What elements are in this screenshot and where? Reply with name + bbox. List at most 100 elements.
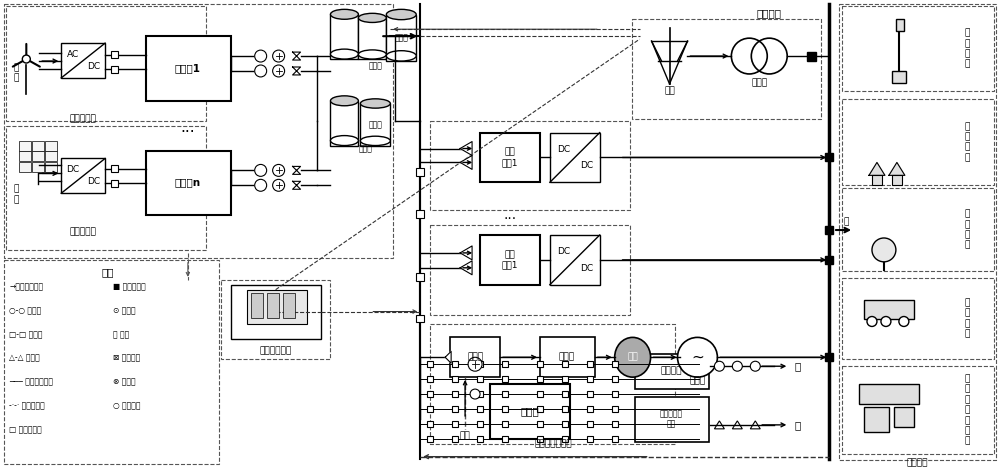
Bar (825, 226, 833, 234)
Bar (587, 421, 593, 427)
Bar (416, 273, 424, 281)
Text: ...: ... (503, 208, 517, 222)
Circle shape (22, 55, 30, 63)
Bar (4, 260, 219, 463)
Bar (32, 141, 44, 150)
Bar (430, 121, 630, 210)
Bar (452, 421, 458, 427)
Bar (221, 280, 330, 359)
Text: 电解槽1: 电解槽1 (175, 63, 201, 73)
Text: 燃料
电池1: 燃料 电池1 (502, 250, 518, 270)
Ellipse shape (360, 99, 390, 108)
Text: □ 直流断路器: □ 直流断路器 (9, 425, 42, 434)
Bar (825, 256, 833, 264)
Bar (427, 376, 433, 382)
Bar (61, 43, 105, 78)
Text: 独
立
岛
屿: 独 立 岛 屿 (964, 210, 969, 250)
Bar (612, 421, 618, 427)
Bar (612, 391, 618, 397)
Bar (537, 361, 543, 367)
Circle shape (255, 180, 267, 191)
Bar (537, 421, 543, 427)
Text: 西
部
车
站: 西 部 车 站 (964, 298, 969, 338)
Bar (632, 19, 821, 119)
Bar (6, 7, 206, 121)
Bar (45, 141, 57, 150)
Circle shape (867, 316, 877, 327)
Bar (416, 168, 424, 176)
Bar (807, 52, 816, 61)
Bar (502, 406, 508, 412)
Text: 空气: 空气 (460, 431, 470, 440)
Bar (477, 421, 483, 427)
Bar (45, 151, 57, 161)
Circle shape (273, 164, 285, 176)
Bar (896, 19, 904, 31)
Bar (587, 406, 593, 412)
Bar (4, 4, 393, 258)
Text: 卐 阀门: 卐 阀门 (113, 330, 129, 339)
Bar (32, 151, 44, 161)
Text: 压汽机: 压汽机 (467, 353, 483, 362)
Circle shape (255, 50, 267, 62)
Bar (427, 421, 433, 427)
Circle shape (881, 316, 891, 327)
Bar (562, 421, 568, 427)
Polygon shape (460, 246, 472, 260)
Bar (894, 407, 914, 427)
Ellipse shape (358, 50, 386, 59)
Polygon shape (460, 156, 472, 169)
Text: ○ 过滤装置: ○ 过滤装置 (113, 401, 141, 410)
Bar (427, 361, 433, 367)
Text: ⊠ 减压阀门: ⊠ 减压阀门 (113, 354, 140, 363)
Bar (477, 376, 483, 382)
Text: 储氢罐: 储氢罐 (394, 34, 408, 43)
Circle shape (899, 316, 909, 327)
Text: 燃料
电池1: 燃料 电池1 (502, 148, 518, 167)
Bar (32, 163, 44, 172)
Bar (502, 391, 508, 397)
Bar (146, 36, 231, 101)
Bar (859, 384, 919, 404)
Bar (416, 210, 424, 218)
Polygon shape (460, 261, 472, 275)
Circle shape (750, 361, 760, 371)
Circle shape (255, 65, 267, 77)
Text: -·-· 控制信号线: -·-· 控制信号线 (9, 401, 45, 410)
Text: 吸收式制冷
设备: 吸收式制冷 设备 (660, 409, 683, 429)
Text: ~: ~ (691, 350, 704, 365)
Circle shape (731, 38, 767, 74)
Ellipse shape (330, 135, 358, 146)
Bar (537, 376, 543, 382)
Text: □-□ 常温水: □-□ 常温水 (9, 330, 43, 339)
Text: 涡轮: 涡轮 (627, 353, 638, 362)
Bar (864, 299, 914, 320)
Bar (231, 285, 320, 339)
Text: DC: DC (557, 144, 570, 154)
Text: AC: AC (67, 50, 79, 59)
Text: 图例: 图例 (102, 267, 114, 277)
Bar (477, 361, 483, 367)
Bar (480, 235, 540, 285)
Bar (19, 163, 31, 172)
Circle shape (714, 361, 724, 371)
Bar (612, 376, 618, 382)
Bar (247, 290, 307, 324)
Bar (550, 133, 600, 182)
Text: 西
部
高
速
服
务
区: 西 部 高 速 服 务 区 (964, 374, 969, 446)
Circle shape (732, 361, 742, 371)
Ellipse shape (330, 9, 358, 19)
Bar (452, 436, 458, 442)
Bar (839, 4, 996, 460)
Bar (842, 278, 994, 359)
Text: 应用场景: 应用场景 (906, 458, 928, 467)
Circle shape (468, 357, 482, 371)
Text: 光
伏: 光 伏 (14, 185, 19, 204)
Circle shape (273, 65, 285, 77)
Bar (612, 436, 618, 442)
Text: 智能管控系统: 智能管控系统 (260, 347, 292, 356)
Bar (146, 150, 231, 215)
Bar (477, 406, 483, 412)
Bar (842, 7, 994, 91)
Text: 微型燃氢汽轮机: 微型燃氢汽轮机 (534, 439, 572, 448)
